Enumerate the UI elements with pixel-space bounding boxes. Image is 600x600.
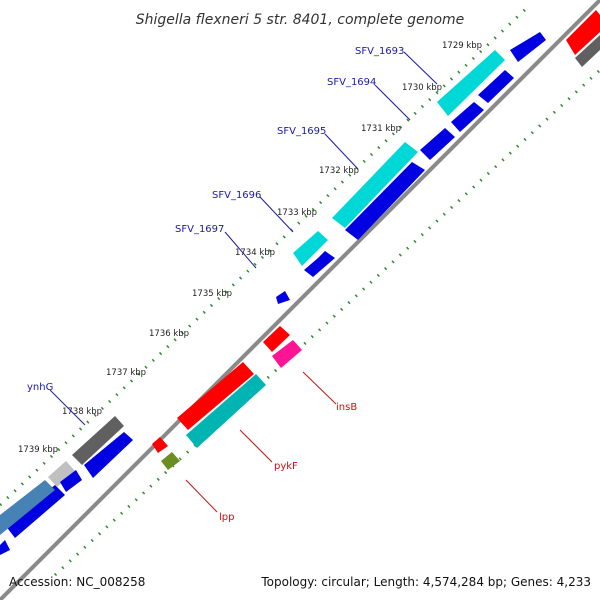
cds-sfv1693-blue: [478, 70, 514, 103]
cds-sfv1694b-blue: [451, 102, 484, 132]
cds-ynhg-lightgray: [48, 461, 75, 487]
map-title: Shigella flexneri 5 str. 8401, complete …: [136, 12, 465, 28]
tick-label-1737: 1737 kbp: [106, 368, 146, 378]
cds-insb: [272, 340, 302, 368]
tick-label-1731: 1731 kbp: [361, 124, 401, 134]
gene-label-sfv1695: SFV_1695: [277, 126, 326, 137]
tick-label-1738: 1738 kbp: [62, 407, 102, 417]
cds-sfv1693-cyan: [437, 50, 505, 116]
leader-insb: [302, 371, 337, 405]
leader-sfv1696: [259, 196, 294, 233]
tick-label-1734: 1734 kbp: [235, 248, 275, 258]
topology-text: Topology: circular; Length: 4,574,284 bp…: [260, 575, 591, 589]
tick-label-1733: 1733 kbp: [277, 208, 317, 218]
cds-red-small: [263, 326, 290, 352]
cds-sfv1695-cyan: [332, 142, 418, 228]
inner-tick-line: [53, 68, 600, 577]
leader-sfv1693: [403, 51, 438, 85]
cds-sfv1696-blue: [304, 251, 335, 277]
tick-label-1729: 1729 kbp: [442, 41, 482, 51]
cds-left-steel: [0, 480, 55, 535]
tick-label-1736: 1736 kbp: [149, 329, 189, 339]
cds-pykf: [186, 374, 266, 448]
gene-label-lpp: lpp: [219, 512, 234, 523]
tick-label-1739: 1739 kbp: [18, 445, 58, 455]
leader-lpp: [185, 479, 218, 513]
gene-label-sfv1696: SFV_1696: [212, 190, 261, 201]
cds-blue-top: [510, 32, 546, 62]
leader-sfv1694: [374, 84, 411, 121]
cds-red-topright: [566, 10, 600, 55]
cds-left-blue2: [60, 470, 82, 492]
tick-label-1730: 1730 kbp: [402, 83, 442, 93]
cds-sfv1694-blue: [420, 128, 455, 160]
gene-label-sfv1697: SFV_1697: [175, 224, 224, 235]
cds-red-large: [177, 362, 254, 430]
tick-label-1732: 1732 kbp: [319, 166, 359, 176]
leader-pykf: [239, 429, 273, 463]
cds-left-blue: [5, 485, 65, 538]
leader-sfv1697: [224, 231, 257, 269]
cds-sfv1696-cyan: [293, 231, 328, 266]
accession-text: Accession: NC_008258: [9, 575, 145, 589]
gene-label-sfv1693: SFV_1693: [355, 46, 404, 57]
cds-ynhg-blue: [84, 432, 133, 478]
cds-sfv1697-blue: [276, 291, 290, 304]
cds-gray-topright: [575, 35, 600, 67]
leader-sfv1695: [324, 133, 358, 169]
cds-red-tiny: [152, 437, 168, 453]
gene-label-pykf: pykF: [274, 461, 298, 472]
gene-label-sfv1694: SFV_1694: [327, 77, 376, 88]
backbone-gap: [0, 0, 592, 592]
outer-tick-line: [0, 3, 532, 507]
cds-lpp: [161, 452, 180, 470]
leader-ynhg: [49, 389, 86, 426]
gene-label-insb: insB: [336, 402, 357, 413]
cds-left-blue-small: [0, 540, 10, 555]
cds-ynhg-gray: [72, 416, 124, 465]
gene-label-ynhg: ynhG: [27, 382, 53, 393]
cds-sfv1695-blue: [345, 162, 425, 240]
tick-label-1735: 1735 kbp: [192, 289, 232, 299]
